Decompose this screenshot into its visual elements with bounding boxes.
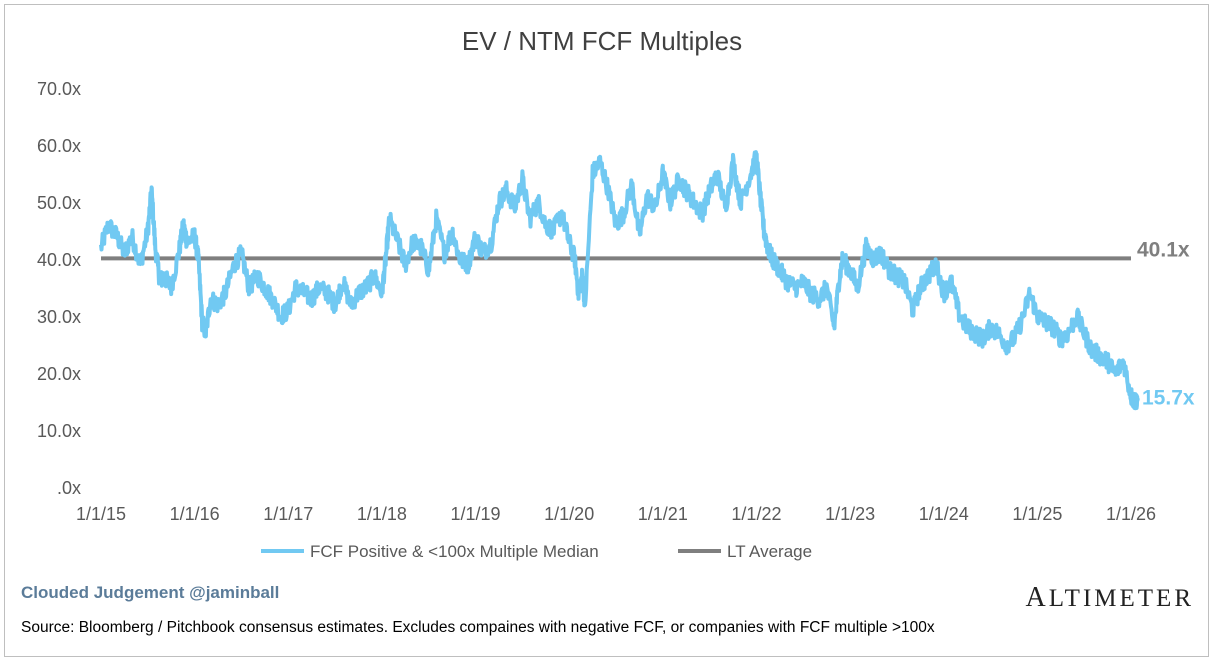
brand-credit: Clouded Judgement @jaminball — [21, 583, 280, 602]
annotation-layer: 40.1x 15.7x — [1137, 238, 1195, 409]
y-tick-label: 20.0x — [37, 364, 81, 384]
y-axis-ticks: .0x 10.0x 20.0x 30.0x 40.0x 50.0x 60.0x 70.0x — [37, 79, 81, 498]
median-multiple-line — [99, 150, 1141, 411]
x-tick-label: 1/1/16 — [170, 504, 220, 524]
y-tick-label: 50.0x — [37, 193, 81, 213]
logo-first-letter: A — [1025, 582, 1049, 613]
y-tick-label: 30.0x — [37, 307, 81, 327]
x-tick-label: 1/1/17 — [263, 504, 313, 524]
y-tick-label: .0x — [57, 478, 81, 498]
x-tick-label: 1/1/20 — [544, 504, 594, 524]
y-tick-label: 60.0x — [37, 136, 81, 156]
x-tick-label: 1/1/23 — [825, 504, 875, 524]
x-tick-label: 1/1/22 — [731, 504, 781, 524]
x-tick-label: 1/1/24 — [919, 504, 969, 524]
x-tick-label: 1/1/25 — [1012, 504, 1062, 524]
x-tick-label: 1/1/19 — [451, 504, 501, 524]
chart-frame — [4, 4, 1209, 657]
logo-rest: LTIMETER — [1048, 585, 1194, 612]
x-tick-label: 1/1/21 — [638, 504, 688, 524]
x-axis-ticks: 1/1/15 1/1/16 1/1/17 1/1/18 1/1/19 1/1/20 1/1/… — [76, 504, 1156, 524]
lt-average-annotation: 40.1x — [1137, 238, 1190, 261]
source-note: Source: Bloomberg / Pitchbook consensus … — [21, 619, 935, 636]
x-tick-label: 1/1/26 — [1106, 504, 1156, 524]
legend-label-median: FCF Positive & <100x Multiple Median — [310, 542, 599, 561]
legend-label-lt-average: LT Average — [727, 542, 812, 561]
x-tick-label: 1/1/18 — [357, 504, 407, 524]
y-tick-label: 40.0x — [37, 250, 81, 270]
legend: FCF Positive & <100x Multiple Median LT A… — [261, 542, 812, 561]
x-tick-label: 1/1/15 — [76, 504, 126, 524]
y-tick-label: 10.0x — [37, 421, 81, 441]
series-layer — [99, 150, 1141, 411]
latest-value-annotation: 15.7x — [1142, 387, 1195, 410]
y-tick-label: 70.0x — [37, 79, 81, 99]
chart-title: EV / NTM FCF Multiples — [462, 26, 742, 56]
altimeter-logo: ALTIMETER — [1025, 582, 1194, 614]
